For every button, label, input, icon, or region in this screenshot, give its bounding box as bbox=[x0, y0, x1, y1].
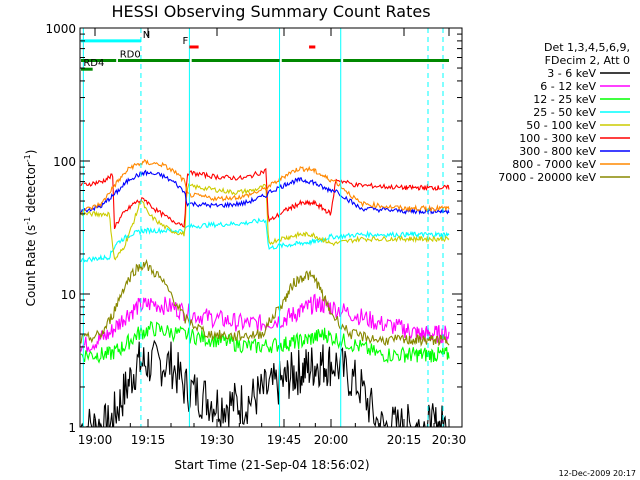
legend-label-8: 800 - 7000 keV bbox=[512, 158, 596, 171]
legend-label-9: 7000 - 20000 keV bbox=[498, 171, 596, 184]
y-axis-label: Count Rate (s-1 detector-1) bbox=[23, 150, 38, 307]
flag-label-f: F bbox=[183, 36, 189, 47]
series-line-1 bbox=[80, 339, 449, 427]
x-tick-label-3: 19:30 bbox=[200, 433, 235, 447]
y-tick-label-4: 1000 bbox=[45, 22, 76, 36]
timestamp-stamp: 12-Dec-2009 20:17 bbox=[559, 469, 636, 478]
series-line-3 bbox=[80, 320, 450, 364]
legend-header-1: Det 1,3,4,5,6,9, bbox=[544, 41, 630, 54]
legend-label-6: 100 - 300 keV bbox=[519, 132, 596, 145]
flag-label-rd0: RD0 bbox=[120, 49, 141, 60]
y-tick-label-1: 1 bbox=[68, 421, 76, 435]
series-line-2 bbox=[80, 293, 450, 353]
x-tick-label-1: 19:00 bbox=[78, 433, 113, 447]
series-line-8 bbox=[80, 159, 450, 214]
x-axis-label: Start Time (21-Sep-04 18:56:02) bbox=[174, 458, 369, 472]
legend-label-5: 50 - 100 keV bbox=[526, 119, 596, 132]
series-line-5 bbox=[80, 182, 450, 261]
series-line-4 bbox=[80, 217, 450, 263]
flag-label-n: N bbox=[143, 30, 150, 41]
legend-header-2: FDecim 2, Att 0 bbox=[545, 54, 630, 67]
series-line-6 bbox=[80, 167, 450, 230]
legend-label-4: 25 - 50 keV bbox=[533, 106, 596, 119]
series-line-7 bbox=[80, 169, 450, 216]
y-tick-label-2: 10 bbox=[61, 288, 76, 302]
series-line-9 bbox=[80, 258, 450, 348]
flag-label-rd4: RD4 bbox=[83, 58, 104, 69]
x-tick-label-4: 19:45 bbox=[267, 433, 302, 447]
x-tick-label-7: 20:30 bbox=[432, 433, 467, 447]
x-tick-label-2: 19:15 bbox=[131, 433, 166, 447]
legend: Det 1,3,4,5,6,9,FDecim 2, Att 03 - 6 keV… bbox=[498, 41, 630, 184]
x-tick-label-6: 20:15 bbox=[387, 433, 422, 447]
y-tick-label-3: 100 bbox=[53, 155, 76, 169]
legend-label-2: 6 - 12 keV bbox=[540, 80, 596, 93]
chart-title: HESSI Observing Summary Count Rates bbox=[111, 2, 430, 21]
plot-frame bbox=[79, 27, 463, 428]
legend-label-1: 3 - 6 keV bbox=[547, 67, 596, 80]
legend-label-3: 12 - 25 keV bbox=[533, 93, 596, 106]
x-tick-label-5: 20:00 bbox=[314, 433, 349, 447]
legend-label-7: 300 - 800 keV bbox=[519, 145, 596, 158]
